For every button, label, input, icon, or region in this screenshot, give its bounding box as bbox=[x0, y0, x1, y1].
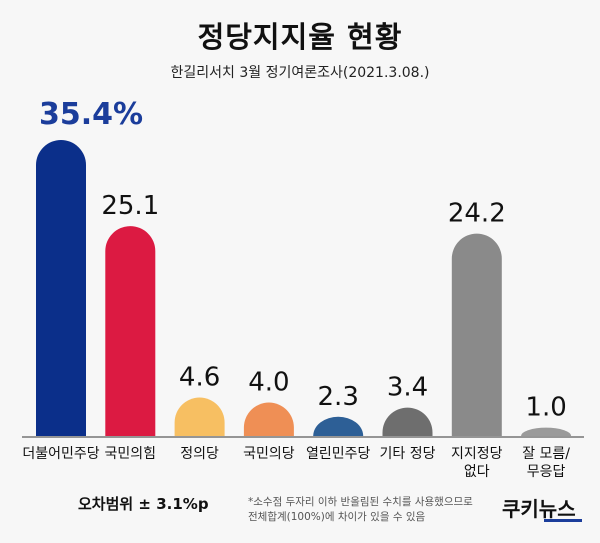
footnote-line-1: *소수점 두자리 이하 반올림된 수치를 사용했으므로 bbox=[248, 496, 473, 508]
category-label-7-1: 무응답 bbox=[527, 464, 566, 480]
chart-subtitle: 한길리서치 3월 정기여론조사(2021.3.08.) bbox=[170, 65, 430, 81]
value-label-7: 1.0 bbox=[525, 393, 566, 423]
bar-4 bbox=[313, 416, 364, 436]
footnote: *소수점 두자리 이하 반올림된 수치를 사용했으므로 전체합계(100%)에 … bbox=[248, 495, 508, 525]
category-label-2: 정의당 bbox=[180, 446, 219, 462]
bar-7 bbox=[521, 427, 572, 436]
category-label-7-0: 잘 모름/ bbox=[522, 446, 570, 462]
category-label-6-0: 지지정당 bbox=[451, 446, 503, 462]
bar-2 bbox=[174, 397, 225, 436]
bar-6 bbox=[451, 233, 502, 436]
value-label-2: 4.6 bbox=[179, 363, 220, 393]
value-label-4: 2.3 bbox=[318, 382, 359, 412]
logo-text: 쿠키뉴스 bbox=[502, 497, 576, 521]
value-label-5: 3.4 bbox=[387, 373, 428, 403]
category-label-3: 국민의당 bbox=[243, 446, 295, 462]
kukinews-logo: 쿠키뉴스 bbox=[502, 497, 582, 522]
value-label-1: 25.1 bbox=[101, 191, 159, 221]
bar-5 bbox=[382, 407, 433, 436]
value-label-3: 4.0 bbox=[248, 368, 289, 398]
chart-title: 정당지지율 현황 bbox=[197, 20, 403, 54]
bar-3 bbox=[243, 402, 294, 436]
logo-accent-bar bbox=[544, 519, 582, 522]
category-label-0: 더불어민주당 bbox=[22, 446, 99, 462]
bar-1 bbox=[105, 226, 156, 436]
margin-of-error: 오차범위 ± 3.1%p bbox=[78, 495, 209, 513]
category-label-6-1: 없다 bbox=[464, 464, 490, 480]
category-label-4: 열린민주당 bbox=[306, 446, 371, 462]
bar-0 bbox=[36, 140, 86, 437]
value-label-6: 24.2 bbox=[448, 199, 506, 229]
value-label-0: 35.4% bbox=[39, 97, 143, 132]
category-label-5: 기타 정당 bbox=[380, 446, 436, 462]
category-label-1: 국민의힘 bbox=[105, 446, 157, 462]
footnote-line-2: 전체합계(100%)에 차이가 있을 수 있음 bbox=[248, 511, 426, 523]
